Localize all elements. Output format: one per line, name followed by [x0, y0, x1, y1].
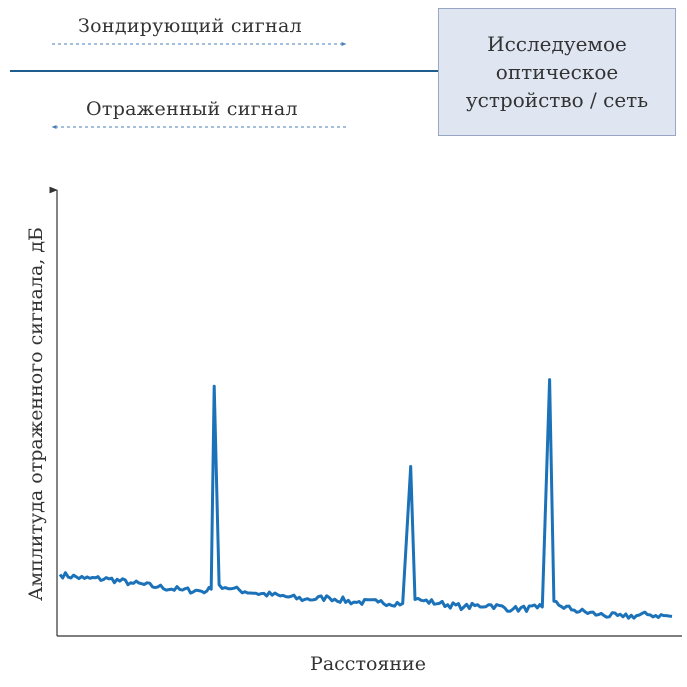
reflected-signal-label: Отраженный сигнал [86, 98, 298, 120]
x-axis-label: Расстояние [310, 653, 426, 675]
device-under-test-box: Исследуемое оптическое устройство / сеть [438, 8, 676, 136]
probe-signal-label: Зондирующий сигнал [78, 15, 302, 37]
y-axis-label: Амплитуда отраженного сигнала, дБ [25, 226, 47, 602]
device-under-test-label: Исследуемое оптическое устройство / сеть [465, 32, 649, 112]
reflection-trace-line [58, 378, 673, 620]
